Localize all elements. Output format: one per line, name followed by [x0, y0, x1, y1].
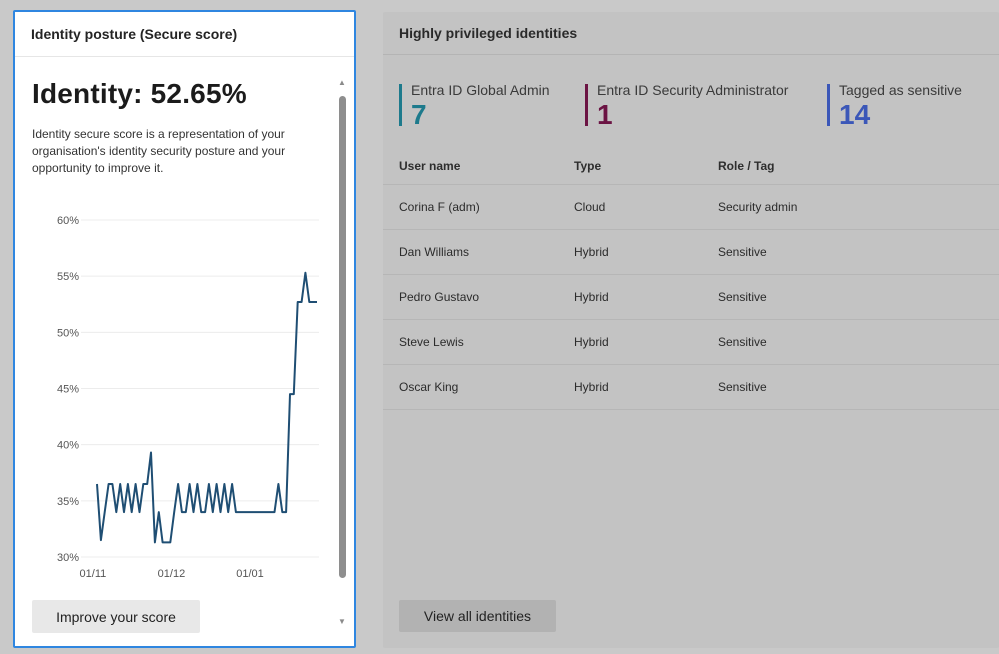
scrollbar-thumb[interactable] [339, 96, 346, 578]
secure-score-chart: 60% 55% 50% 45% 40% 35% 30% 01/11 01/12 01/01 [23, 198, 323, 580]
user-name-cell: Dan Williams [399, 245, 470, 259]
user-name-cell: Oscar King [399, 380, 459, 394]
y-tick-label: 50% [57, 327, 79, 339]
y-tick-label: 45% [57, 384, 79, 396]
table-header-row: User name Type Role / Tag [383, 148, 999, 185]
role-tag-cell: Sensitive [718, 245, 767, 259]
secure-score-chart-svg: 60% 55% 50% 45% 40% 35% 30%01/11 01/12 01/01 [57, 215, 319, 580]
type-cell: Hybrid [574, 335, 609, 349]
kpi-label: Entra ID Security Administrator [597, 82, 789, 98]
x-tick-label: 01/12 [158, 568, 186, 578]
y-tick-label: 30% [57, 552, 79, 564]
user-name-cell: Pedro Gustavo [399, 290, 480, 304]
column-header-type[interactable]: Type [574, 159, 602, 173]
kpi-value: 1 [597, 99, 613, 130]
x-tick-label: 01/11 [80, 568, 107, 578]
kpi-value: 7 [411, 99, 427, 130]
y-tick-label: 55% [57, 271, 79, 283]
kpi-label: Tagged as sensitive [839, 82, 962, 98]
score-series-line [96, 271, 317, 544]
kpi-color-bar [827, 84, 830, 126]
identity-posture-card[interactable]: Identity posture (Secure score) Identity… [13, 10, 356, 648]
x-tick-label: 01/01 [236, 568, 264, 578]
kpi-color-bar [585, 84, 588, 126]
table-row[interactable]: Steve Lewis Hybrid Sensitive [383, 320, 999, 365]
type-cell: Hybrid [574, 380, 609, 394]
type-cell: Hybrid [574, 245, 609, 259]
scroll-down-icon[interactable]: ▼ [338, 617, 346, 626]
role-tag-cell: Sensitive [718, 290, 767, 304]
role-tag-cell: Security admin [718, 200, 798, 214]
table-row[interactable]: Pedro Gustavo Hybrid Sensitive [383, 275, 999, 320]
view-all-identities-button[interactable]: View all identities [399, 600, 556, 632]
scroll-up-icon[interactable]: ▲ [338, 78, 346, 87]
kpi-color-bar [399, 84, 402, 126]
type-cell: Cloud [574, 200, 606, 214]
table-row[interactable]: Corina F (adm) Cloud Security admin [383, 185, 999, 230]
user-name-cell: Steve Lewis [399, 335, 464, 349]
vertical-scrollbar[interactable]: ▲ ▼ [337, 78, 347, 626]
kpi-label: Entra ID Global Admin [411, 82, 550, 98]
column-header-user-name[interactable]: User name [399, 159, 461, 173]
type-cell: Hybrid [574, 290, 609, 304]
card-title: Identity posture (Secure score) [15, 12, 354, 57]
card-title: Highly privileged identities [383, 12, 999, 55]
user-name-cell: Corina F (adm) [399, 200, 480, 214]
identities-table: User name Type Role / Tag Corina F (adm)… [383, 148, 999, 410]
y-tick-label: 35% [57, 496, 79, 508]
improve-score-button[interactable]: Improve your score [32, 600, 200, 633]
y-tick-label: 40% [57, 440, 79, 452]
column-header-role-tag[interactable]: Role / Tag [718, 159, 775, 173]
y-tick-label: 60% [57, 215, 79, 227]
score-description: Identity secure score is a representatio… [32, 127, 286, 175]
identity-score: Identity: 52.65% [32, 78, 247, 109]
privileged-identities-card: Highly privileged identities Entra ID Gl… [383, 12, 999, 648]
role-tag-cell: Sensitive [718, 335, 767, 349]
table-row[interactable]: Oscar King Hybrid Sensitive [383, 365, 999, 410]
kpi-value: 14 [839, 99, 871, 130]
table-row[interactable]: Dan Williams Hybrid Sensitive [383, 230, 999, 275]
role-tag-cell: Sensitive [718, 380, 767, 394]
